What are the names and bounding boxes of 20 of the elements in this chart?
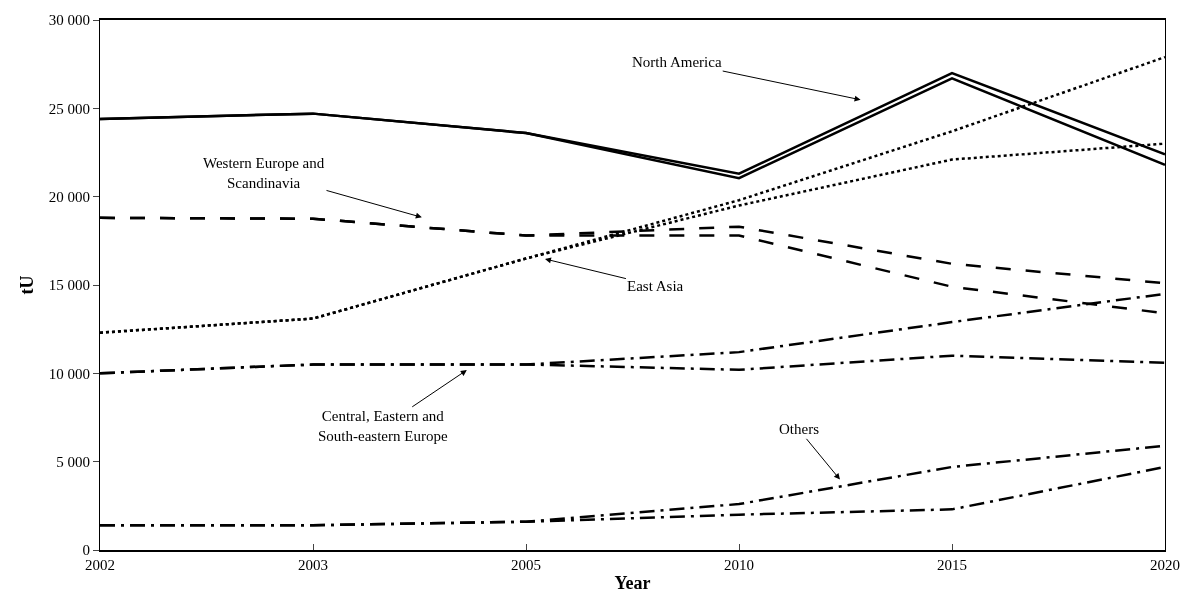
text: East Asia bbox=[627, 278, 684, 294]
y-tick-label: 20 000 bbox=[48, 188, 90, 205]
x-tick-label: 2005 bbox=[511, 556, 541, 573]
x-tick-label: 2003 bbox=[298, 556, 328, 573]
y-tick-label: 30 000 bbox=[48, 12, 90, 29]
y-tick-label: 0 bbox=[82, 542, 90, 559]
text: North America bbox=[632, 54, 722, 70]
y-tick-label: 5 000 bbox=[56, 453, 90, 470]
series-label: Western Europe and Scandinavia bbox=[203, 155, 325, 191]
text: Others bbox=[779, 421, 820, 437]
y-tick-label: 15 000 bbox=[48, 277, 90, 294]
x-tick-label: 2010 bbox=[724, 556, 754, 573]
x-axis-title: Year bbox=[614, 573, 651, 594]
y-tick-label: 10 000 bbox=[48, 365, 90, 382]
y-tick-label: 25 000 bbox=[48, 100, 90, 117]
x-tick-label: 2020 bbox=[1150, 556, 1180, 573]
x-tick-label: 2015 bbox=[937, 556, 967, 573]
y-axis-title: tU bbox=[16, 275, 37, 295]
text: Central, Eastern and South-eastern Europe bbox=[318, 408, 448, 444]
x-tick-label: 2002 bbox=[85, 556, 115, 573]
